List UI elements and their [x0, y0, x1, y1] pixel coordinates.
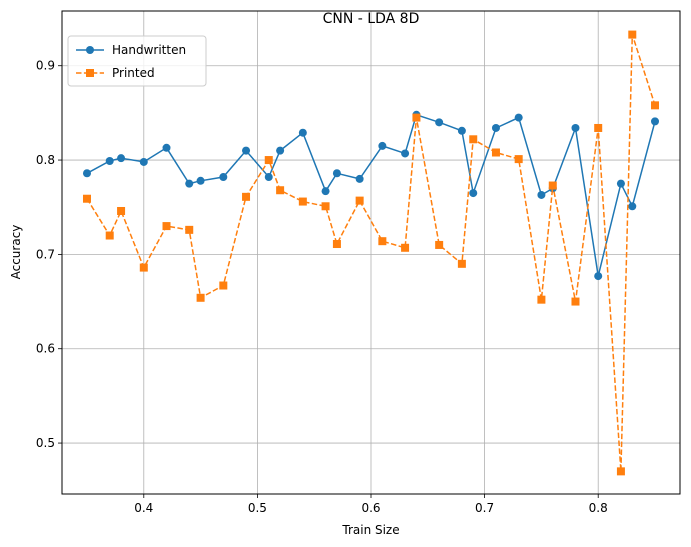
- data-point-printed: [469, 135, 478, 144]
- data-point-printed: [412, 113, 421, 122]
- data-point-printed: [616, 467, 625, 476]
- x-tick-label: 0.6: [361, 501, 380, 515]
- data-point-printed: [628, 30, 637, 39]
- x-tick-label: 0.5: [248, 501, 267, 515]
- data-point-handwritten: [514, 113, 523, 122]
- data-point-printed: [117, 206, 126, 215]
- x-tick-label: 0.8: [589, 501, 608, 515]
- data-point-printed: [185, 225, 194, 234]
- data-point-handwritten: [185, 179, 194, 188]
- data-point-printed: [514, 155, 523, 164]
- data-point-handwritten: [242, 146, 251, 155]
- ticks: 0.4 0.5 0.6 0.7 0.8 0.5 0.6 0.7 0.8 0.9: [36, 59, 608, 515]
- y-tick-label: 0.5: [36, 436, 55, 450]
- data-point-handwritten: [628, 202, 637, 211]
- legend-label-handwritten: Handwritten: [112, 43, 186, 57]
- data-point-printed: [548, 181, 557, 190]
- data-point-printed: [491, 148, 500, 157]
- data-point-handwritten: [537, 190, 546, 199]
- data-point-handwritten: [616, 179, 625, 188]
- data-point-handwritten: [105, 156, 114, 165]
- x-tick-label: 0.4: [134, 501, 153, 515]
- grid: [62, 11, 680, 494]
- data-point-handwritten: [298, 128, 307, 137]
- series-handwritten: [82, 110, 660, 281]
- chart-title: CNN - LDA 8D: [323, 11, 420, 27]
- data-point-printed: [457, 259, 466, 268]
- data-point-handwritten: [276, 146, 285, 155]
- data-point-printed: [355, 196, 364, 205]
- y-axis-label: Accuracy: [9, 225, 23, 280]
- data-point-printed: [264, 156, 273, 165]
- data-point-printed: [298, 197, 307, 206]
- data-point-handwritten: [321, 187, 330, 196]
- y-tick-label: 0.8: [36, 153, 55, 167]
- data-point-handwritten: [332, 169, 341, 178]
- x-axis-label: Train Size: [341, 523, 399, 537]
- data-point-handwritten: [139, 157, 148, 166]
- data-point-printed: [196, 293, 205, 302]
- data-point-handwritten: [571, 123, 580, 132]
- data-point-printed: [162, 222, 171, 231]
- series-printed: [82, 30, 660, 476]
- data-point-printed: [105, 231, 114, 240]
- data-point-printed: [139, 263, 148, 272]
- data-point-printed: [82, 194, 91, 203]
- data-point-printed: [537, 295, 546, 304]
- data-point-printed: [401, 243, 410, 252]
- data-point-handwritten: [355, 174, 364, 183]
- y-tick-label: 0.9: [36, 59, 55, 73]
- y-tick-label: 0.7: [36, 247, 55, 261]
- data-point-handwritten: [219, 173, 228, 182]
- data-point-printed: [219, 281, 228, 290]
- data-point-handwritten: [378, 141, 387, 150]
- data-point-handwritten: [264, 173, 273, 182]
- data-point-printed: [378, 237, 387, 246]
- data-point-printed: [571, 297, 580, 306]
- data-point-printed: [594, 123, 603, 132]
- data-point-handwritten: [117, 154, 126, 163]
- data-point-printed: [321, 202, 330, 211]
- data-point-printed: [651, 101, 660, 110]
- legend: Handwritten Printed: [67, 35, 207, 87]
- series-layer: [82, 30, 660, 476]
- data-point-printed: [332, 240, 341, 249]
- x-tick-label: 0.7: [475, 501, 494, 515]
- data-point-handwritten: [196, 176, 205, 185]
- data-point-printed: [276, 186, 285, 195]
- legend-marker-handwritten: [86, 46, 94, 54]
- legend-label-printed: Printed: [112, 66, 155, 80]
- data-point-handwritten: [435, 118, 444, 127]
- data-point-handwritten: [469, 189, 478, 198]
- series-line-handwritten: [86, 113, 656, 277]
- data-point-printed: [435, 240, 444, 249]
- data-point-handwritten: [401, 149, 410, 158]
- data-point-handwritten: [491, 123, 500, 132]
- data-point-printed: [242, 192, 251, 201]
- y-tick-label: 0.6: [36, 342, 55, 356]
- data-point-handwritten: [457, 126, 466, 135]
- data-point-handwritten: [594, 272, 603, 281]
- data-point-handwritten: [651, 117, 660, 126]
- data-point-handwritten: [162, 143, 171, 152]
- data-point-handwritten: [82, 169, 91, 178]
- legend-marker-printed: [86, 69, 94, 77]
